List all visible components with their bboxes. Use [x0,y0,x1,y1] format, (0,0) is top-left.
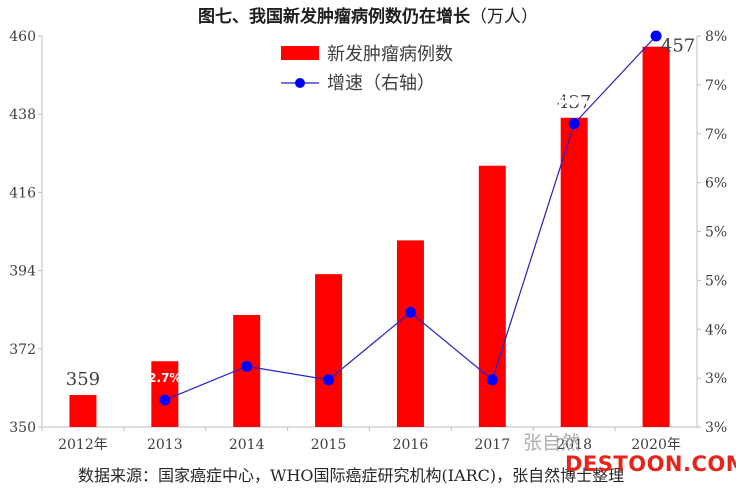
line-data-label: 2.7% [148,371,181,385]
legend: 新发肿瘤病例数 增速（右轴） [281,44,453,94]
line-data-label: 6.8% [558,95,591,109]
line-data-label: 8.1% [639,7,672,21]
bar-data-label: 359 [66,369,100,390]
right-tick-label: 3% [705,371,727,387]
chart-title-unit: （万人） [470,7,538,27]
right-axis-ticks: 3% 3% 4% 5% 5% 6% 7% 7% 8% [697,29,727,436]
bar-data-label: 437 [557,92,591,113]
bar-data-label: 457 [661,36,695,57]
watermark-logo-text: DESTOON.COM [565,452,736,476]
chart-title: 图七、我国新发肿瘤病例数仍在增长（万人） [0,2,736,27]
x-tick-label: 2014 [229,437,265,453]
x-axis-labels: 2012年 2013 2014 2015 2016 2017 2018 2020年 [41,427,681,453]
bar [151,361,179,427]
plot-frame [41,36,698,428]
watermark-text: 张自然 [523,432,581,454]
chart-title-text: 图七、我国新发肿瘤病例数仍在增长 [198,7,470,27]
growth-point [568,118,580,130]
left-tick-label: 350 [9,420,36,436]
bar [69,395,97,427]
left-tick-label: 372 [9,342,36,358]
source-note: 数据来源：国家癌症中心，WHO国际癌症研究机构(IARC)，张自然博士整理 [78,466,625,485]
x-tick-label: 2017 [474,437,510,453]
legend-line-marker [295,78,305,88]
data-labels: 359 437 457 2.7% 6.8% 8.1% [66,7,695,390]
left-tick-label: 438 [9,107,36,123]
growth-point [159,394,171,406]
x-tick-label: 2013 [147,437,183,453]
right-tick-label: 5% [705,273,727,289]
line-series [159,30,662,406]
right-tick-label: 6% [705,176,727,192]
right-tick-label: 5% [705,225,727,241]
right-tick-label: 7% [705,78,727,94]
growth-point [404,306,416,318]
left-tick-label: 394 [9,264,36,280]
legend-line-label: 增速（右轴） [327,73,435,94]
x-tick-label: 2012年 [58,437,108,453]
bar [478,165,506,427]
right-tick-label: 8% [705,29,727,45]
right-tick-label: 3% [705,420,727,436]
x-tick-label: 2016 [393,437,429,453]
growth-point [241,360,253,372]
left-tick-label: 416 [9,185,36,201]
legend-bar-label: 新发肿瘤病例数 [327,44,453,65]
x-tick-label: 2015 [311,437,347,453]
x-tick-label: 2018 [556,437,592,453]
bar [642,46,670,427]
growth-point [650,30,662,42]
left-tick-label: 460 [9,29,36,45]
x-tick-label: 2020年 [631,437,681,453]
bar [315,274,343,427]
growth-point [323,374,335,386]
legend-bar-swatch [281,46,319,60]
bar [396,240,424,427]
bar [560,117,588,427]
watermark-logo: DESTOON.COM [565,452,736,476]
growth-point [486,374,498,386]
left-axis-ticks: 350 372 394 416 438 460 [9,29,42,436]
right-tick-label: 7% [705,127,727,143]
right-tick-label: 4% [705,322,727,338]
